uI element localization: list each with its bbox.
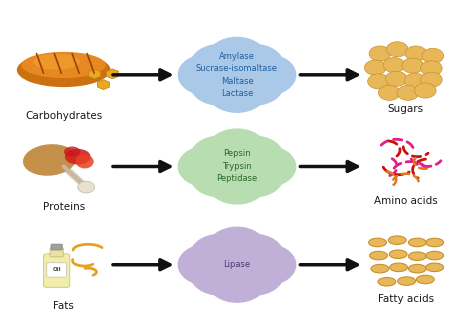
Circle shape [397, 85, 419, 100]
Text: Fatty acids: Fatty acids [378, 294, 434, 304]
Circle shape [178, 55, 237, 95]
Circle shape [404, 73, 426, 88]
Circle shape [225, 254, 283, 295]
Circle shape [225, 65, 283, 105]
Circle shape [402, 58, 423, 73]
Ellipse shape [371, 264, 389, 273]
Polygon shape [106, 69, 118, 79]
Circle shape [378, 85, 400, 100]
Text: Proteins: Proteins [43, 202, 85, 212]
Circle shape [208, 261, 266, 302]
Circle shape [225, 136, 283, 177]
Circle shape [420, 61, 442, 76]
Circle shape [208, 163, 266, 204]
Circle shape [208, 129, 266, 170]
Ellipse shape [369, 238, 386, 247]
Text: Pepsin
Trypsin
Peptidase: Pepsin Trypsin Peptidase [216, 150, 258, 183]
Circle shape [208, 37, 266, 78]
Ellipse shape [378, 277, 396, 286]
Text: Sugars: Sugars [388, 104, 424, 114]
Text: Carbohydrates: Carbohydrates [25, 111, 102, 121]
Circle shape [365, 60, 386, 75]
Circle shape [225, 234, 283, 275]
Ellipse shape [21, 52, 106, 78]
Ellipse shape [426, 263, 444, 272]
FancyBboxPatch shape [44, 254, 70, 287]
Ellipse shape [33, 54, 80, 70]
Circle shape [191, 65, 249, 105]
Circle shape [178, 244, 237, 285]
Circle shape [237, 55, 296, 95]
Circle shape [191, 234, 249, 275]
Ellipse shape [426, 238, 444, 247]
Ellipse shape [409, 238, 426, 247]
Ellipse shape [398, 277, 416, 285]
Circle shape [422, 48, 444, 63]
Circle shape [191, 156, 249, 197]
Circle shape [225, 156, 283, 197]
Ellipse shape [207, 58, 267, 92]
Circle shape [208, 227, 266, 268]
Ellipse shape [65, 149, 91, 165]
Circle shape [191, 45, 249, 85]
FancyBboxPatch shape [50, 248, 63, 257]
Circle shape [386, 42, 408, 57]
Ellipse shape [409, 252, 426, 260]
Text: Amino acids: Amino acids [374, 196, 438, 206]
Circle shape [78, 181, 95, 193]
Text: Fats: Fats [53, 301, 74, 311]
Circle shape [405, 46, 427, 61]
Ellipse shape [390, 263, 408, 272]
Ellipse shape [23, 144, 76, 176]
Ellipse shape [76, 155, 94, 168]
Circle shape [237, 146, 296, 187]
Circle shape [178, 146, 237, 187]
Circle shape [208, 72, 266, 112]
Text: Amylase
Sucrase-isomaltase
Maltase
Lactase: Amylase Sucrase-isomaltase Maltase Lacta… [196, 52, 278, 98]
FancyBboxPatch shape [51, 244, 62, 250]
Circle shape [385, 71, 407, 86]
Ellipse shape [207, 150, 267, 183]
Text: Oil: Oil [52, 267, 61, 272]
Circle shape [383, 58, 405, 73]
Polygon shape [89, 69, 100, 79]
Polygon shape [98, 80, 109, 90]
Ellipse shape [370, 251, 387, 260]
Circle shape [191, 136, 249, 177]
Ellipse shape [389, 250, 407, 258]
Ellipse shape [388, 236, 406, 244]
Ellipse shape [17, 53, 110, 87]
FancyBboxPatch shape [47, 263, 66, 277]
Ellipse shape [417, 275, 434, 284]
Circle shape [368, 74, 389, 89]
Ellipse shape [409, 264, 426, 273]
Circle shape [420, 72, 442, 87]
Circle shape [237, 244, 296, 285]
Circle shape [191, 254, 249, 295]
Circle shape [225, 45, 283, 85]
Text: Lipase: Lipase [223, 260, 251, 269]
Circle shape [369, 46, 391, 61]
Ellipse shape [207, 248, 267, 282]
Ellipse shape [426, 251, 444, 260]
Circle shape [415, 83, 436, 98]
Ellipse shape [64, 147, 80, 157]
